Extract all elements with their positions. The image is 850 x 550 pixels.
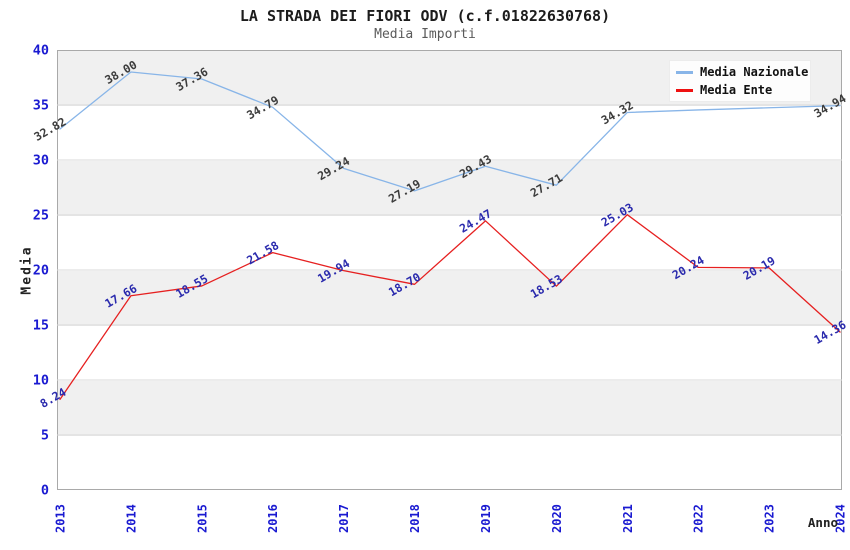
point-value-label: 32.82 (32, 114, 69, 143)
y-tick-label: 5 (41, 428, 49, 444)
point-value-label: 21.58 (244, 238, 281, 267)
point-value-label: 38.00 (102, 57, 139, 86)
point-value-label: 20.24 (670, 253, 707, 282)
point-value-label: 18.53 (528, 272, 565, 301)
x-tick-label: 2013 (54, 504, 68, 533)
chart-subtitle: Media Importi (374, 27, 476, 42)
x-tick-label: 2019 (479, 504, 493, 533)
point-value-label: 20.19 (741, 253, 778, 282)
y-axis-title: Media (19, 245, 35, 295)
y-tick-label: 40 (33, 43, 49, 59)
x-axis-title: Anno (807, 515, 838, 530)
legend-label-media-nazionale: Media Nazionale (700, 65, 809, 79)
legend: Media Nazionale Media Ente (669, 60, 811, 102)
x-tick-label: 2023 (763, 504, 777, 533)
point-value-label: 17.66 (102, 281, 139, 310)
legend-item-media-nazionale: Media Nazionale (676, 66, 808, 78)
legend-item-media-ente: Media Ente (676, 84, 804, 96)
y-tick-label: 25 (33, 208, 49, 224)
series-line-media-ente (59, 214, 841, 401)
point-value-label: 29.24 (315, 154, 352, 183)
point-value-label: 29.43 (457, 152, 494, 181)
point-value-label: 8.24 (38, 385, 69, 411)
y-tick-label: 30 (33, 153, 49, 169)
chart-title: LA STRADA DEI FIORI ODV (c.f.01822630768… (239, 7, 611, 25)
x-tick-label: 2020 (550, 504, 564, 533)
legend-label-media-ente: Media Ente (700, 83, 773, 97)
media-ente-line-swatch (676, 88, 693, 92)
point-value-label: 27.71 (528, 171, 565, 200)
x-tick-label: 2021 (621, 504, 635, 533)
x-tick-label: 2016 (266, 504, 280, 533)
x-tick-label: 2024 (834, 504, 848, 533)
x-tick-label: 2014 (124, 504, 138, 533)
point-value-label: 37.36 (173, 64, 210, 93)
y-tick-label: 35 (33, 98, 49, 114)
point-value-label: 27.19 (386, 176, 423, 205)
point-value-label: 19.94 (315, 256, 352, 285)
series-line-media-nazionale (59, 71, 841, 192)
x-tick-label: 2022 (692, 504, 706, 533)
point-value-label: 14.36 (812, 317, 849, 346)
point-value-label: 34.94 (812, 91, 849, 120)
point-value-label: 24.47 (457, 206, 494, 235)
x-tick-label: 2017 (337, 504, 351, 533)
point-value-label: 34.79 (244, 93, 281, 122)
y-tick-label: 0 (41, 483, 49, 499)
y-tick-label: 15 (33, 318, 49, 334)
point-value-label: 18.70 (386, 270, 423, 299)
point-value-label: 18.55 (173, 271, 210, 300)
x-tick-label: 2015 (195, 504, 209, 533)
y-tick-label: 20 (33, 263, 49, 279)
media-nazionale-line-swatch (676, 70, 693, 74)
y-tick-label: 10 (33, 373, 49, 389)
x-tick-label: 2018 (408, 504, 422, 533)
